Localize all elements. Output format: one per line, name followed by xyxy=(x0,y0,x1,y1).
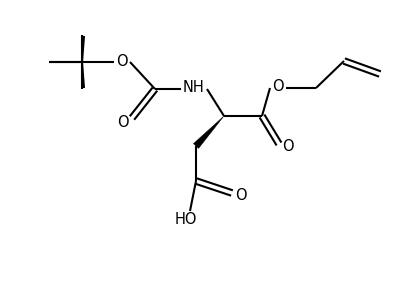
Text: NH: NH xyxy=(183,80,205,96)
Text: O: O xyxy=(117,115,128,130)
Text: O: O xyxy=(116,55,128,69)
Text: O: O xyxy=(282,139,293,155)
Text: O: O xyxy=(235,189,246,203)
Polygon shape xyxy=(193,116,223,148)
Text: HO: HO xyxy=(174,212,197,228)
Text: O: O xyxy=(271,80,283,94)
